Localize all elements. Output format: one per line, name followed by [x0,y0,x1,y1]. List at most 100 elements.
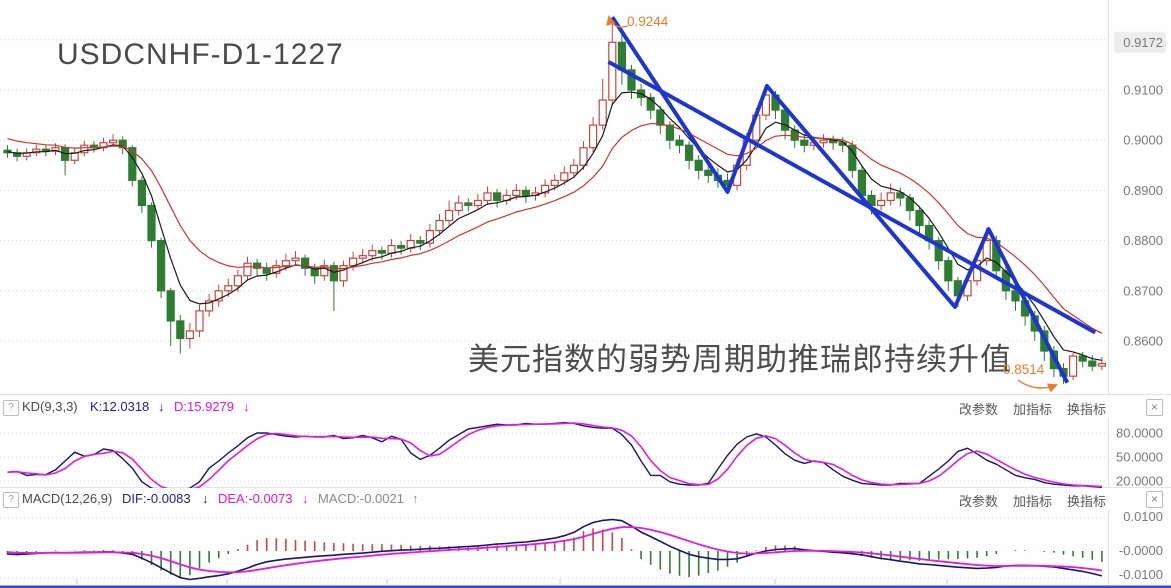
candle-body [761,94,771,116]
candle-body [454,202,463,212]
ma-slow-line [7,122,1103,334]
candle-body [1011,290,1020,302]
candle-body [205,300,214,312]
candle-body [214,290,223,302]
bottom-scrollbar[interactable] [0,585,1171,588]
kd-axis-label: 50.0000 [1116,450,1163,465]
candle-body [281,260,290,267]
candle-body [291,257,300,262]
candle-body [3,149,12,154]
macd-dif-line [7,518,1103,581]
macd-axis-label: -0.0000 [1119,543,1163,558]
candle-body [540,184,550,194]
add-indicator-button[interactable]: 加指标 [1013,494,1053,509]
candle-body [32,148,41,154]
candle-body [147,204,156,242]
y-axis-label: 0.8600 [1123,334,1163,349]
change-params-button[interactable]: 改参数 [959,494,999,509]
candle-body [579,147,588,166]
candle-body [224,285,233,292]
candle-body [1097,362,1107,367]
candle-body [397,245,406,249]
add-indicator-button[interactable]: 加指标 [1013,402,1053,417]
candle-body [876,199,886,207]
macd-indicator-name: MACD(12,26,9) [22,491,113,506]
trendline-zigzag [610,16,1070,384]
switch-indicator-button[interactable]: 换指标 [1067,494,1107,509]
candle-body [368,250,377,257]
annotation-arrow-high [606,15,629,28]
candle-body [233,275,242,287]
y-axis-label: 0.9100 [1123,83,1163,98]
kd-d-value: D:15.9279 [174,399,234,414]
candle-body [521,189,531,197]
macd-dea-line [7,526,1103,574]
symbol-title: USDCNHF-D1-1227 [57,38,344,71]
switch-indicator-button[interactable]: 换指标 [1067,402,1107,417]
candle-body [819,139,828,144]
candle-body [358,255,367,259]
y-axis-label: 0.9000 [1123,133,1163,148]
macd-dea-value: DEA:-0.0073 [218,491,293,506]
kd-indicator-name: KD(9,3,3) [22,399,78,414]
candle-body [675,139,684,146]
annotation-arrow-low [1017,379,1058,393]
annotation-low-price: 0.8514 [1003,362,1045,377]
macd-axis-label: 0.0100 [1123,509,1163,524]
close-icon[interactable]: × [1146,399,1163,416]
candle-body [157,240,166,292]
kd-k-line [7,421,1102,492]
candle-body [896,192,905,199]
change-params-button[interactable]: 改参数 [959,402,999,417]
candle-body [646,96,655,111]
help-icon[interactable]: ? [3,400,19,416]
macd-panel-header: ? MACD(12,26,9) DIF:-0.0083 ↓ DEA:-0.007… [0,488,1171,510]
candle-body [588,124,598,149]
arrow-down-icon: ↓ [202,491,209,506]
candle-body [387,245,396,254]
candle-body [473,199,482,207]
candle-body [185,330,194,340]
candle-body [704,169,713,176]
candle-body [627,69,636,91]
candle-body [934,240,943,262]
candle-body [416,240,425,244]
candle-body [483,192,492,202]
candle-body [550,179,559,186]
kd-axis-label: 20.0000 [1116,474,1163,489]
y-axis-label: 0.8900 [1123,183,1163,198]
candle-body [608,41,617,101]
candle-body [435,219,444,232]
candle-body [694,159,703,171]
candle-body [915,209,924,227]
close-icon[interactable]: × [1146,491,1163,508]
candle-body [137,179,146,207]
chart-caption: 美元指数的弱势周期助推瑞郎持续升值 [468,342,1012,377]
macd-axis-label: -0.0100 [1119,567,1163,582]
candle-body [944,260,953,282]
candle-body [800,139,809,146]
y-axis-label: 0.9172 [1123,35,1163,50]
kd-axis-label: 80.0000 [1116,426,1163,441]
candle-body [445,209,454,222]
kd-k-value: K:12.0318 [90,399,150,414]
candle-body [512,189,521,197]
candle-body [243,262,252,277]
candle-body [166,290,175,322]
candle-body [665,124,675,141]
macd-dif-value: DIF:-0.0083 [122,491,191,506]
candle-body [108,139,118,144]
help-icon[interactable]: ? [3,492,19,508]
candle-body [656,109,665,126]
candle-body [464,202,473,207]
candle-body [51,147,60,152]
arrow-down-icon: ↓ [243,399,250,414]
candle-body [684,144,694,161]
current-price-box [1114,31,1166,53]
candle-body [569,164,579,174]
candle-body [425,229,434,244]
candle-body [253,262,262,269]
candle-body [320,265,329,277]
candle-body [301,257,310,269]
